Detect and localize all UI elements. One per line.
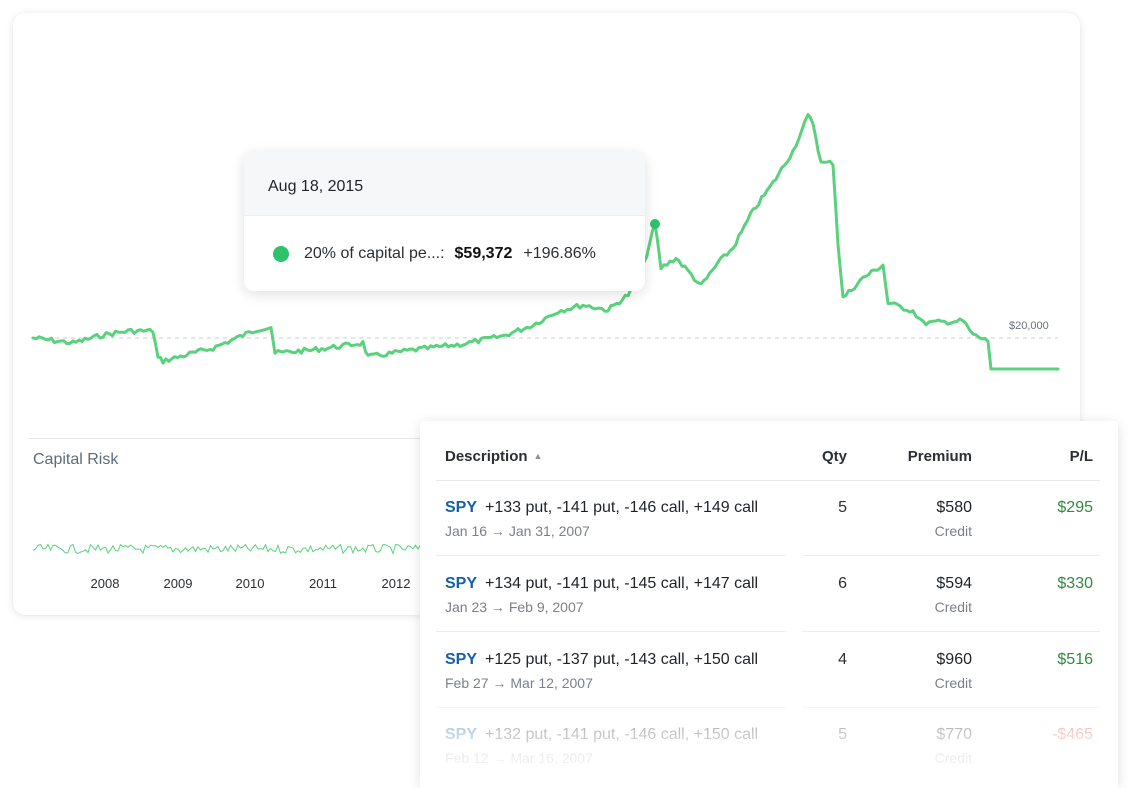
year-tick: 2009 (163, 576, 193, 591)
ticker: SPY (445, 575, 478, 592)
reference-value-label: $20,000 (1009, 320, 1049, 332)
trade-dates: Jan 16 → Jan 31, 2007 (445, 523, 590, 539)
table-row[interactable]: SPY +125 put, -137 put, -143 call, +150 c… (420, 633, 1118, 708)
hover-point-marker (650, 219, 660, 229)
trade-dates: Feb 27 → Mar 12, 2007 (445, 675, 593, 691)
trade-dates: Jan 23 → Feb 9, 2007 (445, 599, 584, 615)
column-header-pl[interactable]: P/L (1069, 448, 1093, 465)
column-header-description-label: Description (445, 448, 528, 465)
trade-premium: $580 (936, 499, 972, 516)
year-tick: 2012 (381, 576, 411, 591)
row-divider (436, 555, 1100, 556)
ticker: SPY (445, 726, 478, 743)
column-header-premium[interactable]: Premium (907, 448, 972, 465)
trade-premium: $960 (936, 651, 972, 668)
tooltip-date: Aug 18, 2015 (244, 152, 645, 216)
premium-type: Credit (934, 523, 972, 539)
table-row[interactable]: SPY +133 put, -141 put, -146 call, +149 c… (420, 481, 1118, 556)
table-row[interactable]: SPY +132 put, -141 put, -146 call, +150 c… (420, 708, 1118, 783)
equity-line-chart[interactable] (13, 13, 1080, 438)
equity-series-line (31, 113, 1060, 371)
option-legs: +125 put, -137 put, -143 call, +150 call (485, 651, 759, 668)
trade-qty: 6 (838, 575, 847, 592)
capital-risk-line (32, 543, 429, 556)
trade-description: SPY +125 put, -137 put, -143 call, +150 c… (445, 651, 758, 669)
year-axis: 2008 2009 2010 2011 2012 (13, 576, 1080, 596)
option-legs: +133 put, -141 put, -146 call, +149 call (485, 499, 759, 516)
trade-description: SPY +133 put, -141 put, -146 call, +149 c… (445, 499, 758, 517)
tooltip-percent-change: +196.86% (523, 245, 596, 262)
column-header-description[interactable]: Description ▲ (445, 448, 542, 465)
trade-qty: 5 (838, 499, 847, 516)
option-legs: +132 put, -141 put, -146 call, +150 call (485, 726, 759, 743)
trade-description: SPY +132 put, -141 put, -146 call, +150 c… (445, 726, 758, 744)
chart-tooltip: Aug 18, 2015 20% of capital pe...: $59,3… (244, 152, 645, 291)
capital-risk-title: Capital Risk (33, 451, 119, 468)
year-tick: 2010 (235, 576, 265, 591)
year-tick: 2011 (309, 576, 337, 591)
trade-qty: 5 (838, 726, 847, 743)
row-divider (436, 631, 1100, 632)
tooltip-series-name: 20% of capital pe...: (304, 245, 445, 262)
trades-table: Description ▲ Qty Premium P/L SPY +133 put… (420, 421, 1118, 788)
trade-premium: $594 (936, 575, 972, 592)
trade-premium: $770 (936, 726, 972, 743)
tooltip-value: $59,372 (454, 245, 513, 262)
premium-type: Credit (934, 599, 972, 615)
trade-dates: Feb 12 → Mar 16, 2007 (445, 750, 593, 766)
trade-description: SPY +134 put, -141 put, -145 call, +147 c… (445, 575, 758, 593)
ticker: SPY (445, 651, 478, 668)
ticker: SPY (445, 499, 478, 516)
series-dot-icon (273, 246, 289, 262)
sort-ascending-icon[interactable]: ▲ (533, 451, 543, 461)
table-row[interactable]: SPY +134 put, -141 put, -145 call, +147 c… (420, 557, 1118, 632)
trade-pl: $330 (1057, 575, 1093, 592)
trade-pl: $516 (1057, 651, 1093, 668)
premium-type: Credit (934, 675, 972, 691)
trade-pl: -$465 (1052, 726, 1093, 743)
tooltip-series-row: 20% of capital pe...: $59,372 +196.86% (244, 216, 645, 291)
option-legs: +134 put, -141 put, -145 call, +147 call (485, 575, 759, 592)
premium-type: Credit (934, 750, 972, 766)
capital-risk-chart[interactable] (29, 513, 429, 563)
trade-qty: 4 (838, 651, 847, 668)
header-divider (436, 480, 1100, 481)
column-header-qty[interactable]: Qty (821, 448, 847, 465)
trade-pl: $295 (1057, 499, 1093, 516)
year-tick: 2008 (90, 576, 120, 591)
